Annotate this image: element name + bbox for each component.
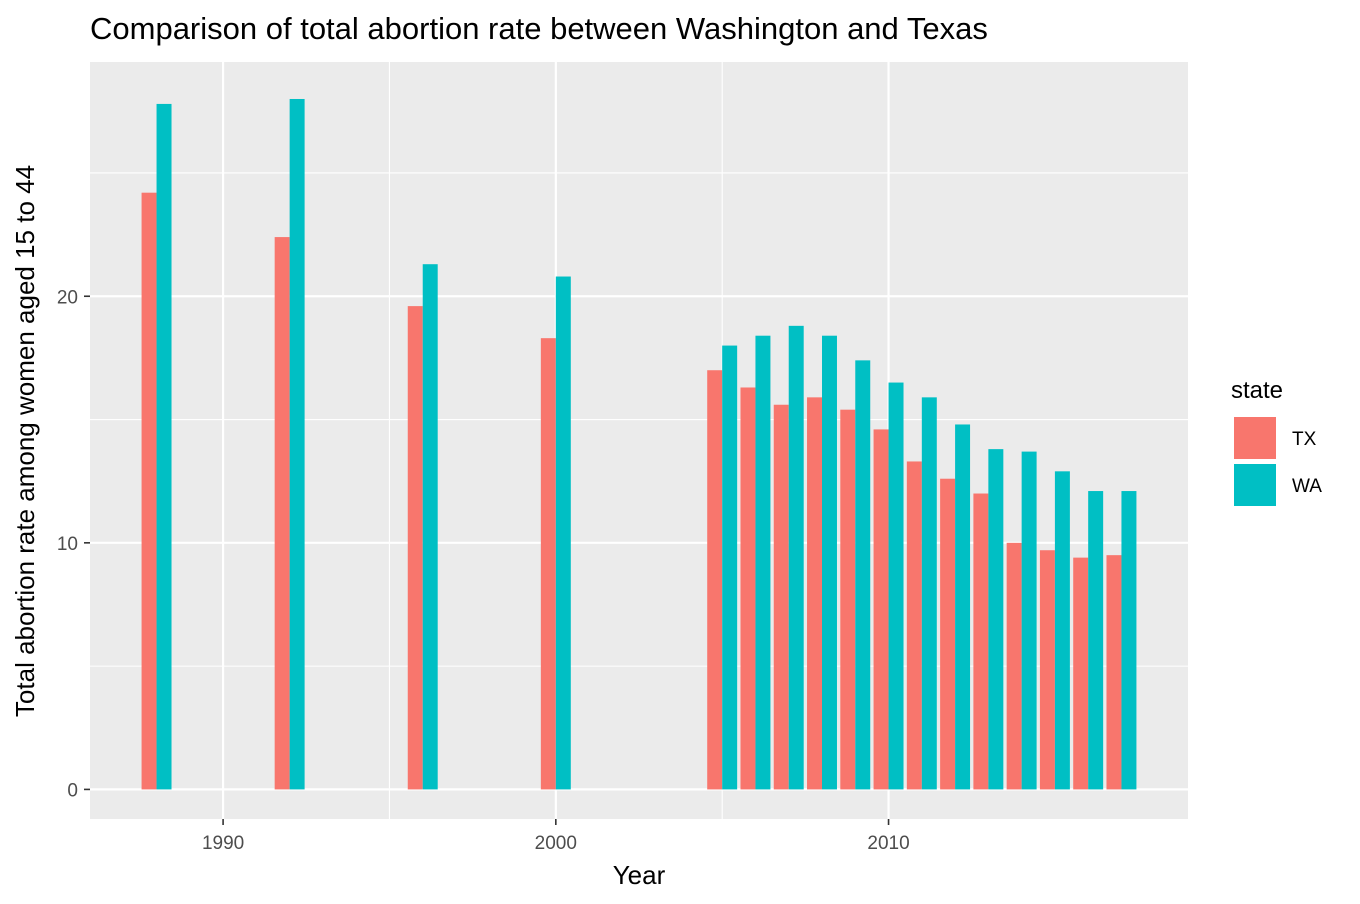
- legend-label-wa: WA: [1292, 476, 1322, 497]
- bar-wa-2012: [955, 424, 971, 790]
- bar-tx-1992: [274, 237, 290, 790]
- y-axis-title: Total abortion rate among women aged 15 …: [10, 165, 40, 717]
- bar-tx-2007: [773, 404, 789, 790]
- bar-wa-2016: [1088, 491, 1104, 790]
- bar-wa-1992: [289, 98, 305, 790]
- x-tick-label: 1990: [202, 833, 244, 854]
- bar-tx-2010: [873, 429, 889, 790]
- x-axis: 1990 2000 2010: [202, 819, 910, 854]
- y-tick-label: 10: [57, 534, 78, 555]
- bar-wa-2000: [555, 276, 571, 790]
- legend-key-wa: [1232, 462, 1278, 508]
- x-tick-label: 2000: [535, 833, 577, 854]
- bar-wa-2013: [988, 449, 1004, 790]
- bar-tx-1988: [141, 192, 157, 790]
- legend-title: state: [1231, 377, 1283, 404]
- bar-tx-2000: [540, 338, 556, 790]
- bar-wa-2008: [822, 335, 837, 790]
- bar-wa-2017: [1121, 491, 1137, 790]
- bar-wa-2014: [1021, 451, 1037, 790]
- bar-wa-1988: [156, 103, 172, 790]
- plot-panel: [90, 62, 1188, 819]
- bar-tx-2009: [840, 409, 856, 790]
- legend: state TX WA: [1231, 377, 1322, 508]
- legend-key-tx: [1232, 415, 1278, 461]
- y-axis: 0 10 20: [57, 287, 90, 801]
- y-tick-label: 0: [67, 780, 78, 801]
- bar-tx-2014: [1006, 542, 1022, 790]
- bar-wa-2005: [722, 345, 738, 790]
- legend-label-tx: TX: [1292, 429, 1317, 450]
- bar-tx-2005: [707, 370, 723, 790]
- bar-wa-2007: [788, 325, 804, 790]
- bar-tx-2015: [1039, 550, 1055, 790]
- bar-wa-2015: [1054, 471, 1070, 790]
- bar-wa-2006: [755, 335, 771, 790]
- bar-tx-2012: [940, 478, 956, 790]
- bar-wa-2010: [888, 382, 904, 790]
- bar-tx-2016: [1073, 557, 1089, 790]
- bar-wa-2009: [855, 360, 871, 790]
- bars: [141, 98, 1137, 790]
- bar-tx-2006: [740, 387, 756, 790]
- bar-wa-1996: [422, 264, 438, 790]
- bar-tx-2011: [906, 461, 922, 790]
- chart-title: Comparison of total abortion rate betwee…: [90, 11, 988, 46]
- bar-wa-2011: [921, 397, 937, 790]
- bar-tx-2017: [1106, 555, 1122, 790]
- bar-tx-2008: [807, 397, 822, 790]
- bar-tx-1996: [407, 306, 423, 790]
- x-axis-title: Year: [613, 860, 666, 890]
- x-tick-label: 2010: [867, 833, 909, 854]
- bar-tx-2013: [973, 493, 989, 790]
- y-tick-label: 20: [57, 287, 78, 308]
